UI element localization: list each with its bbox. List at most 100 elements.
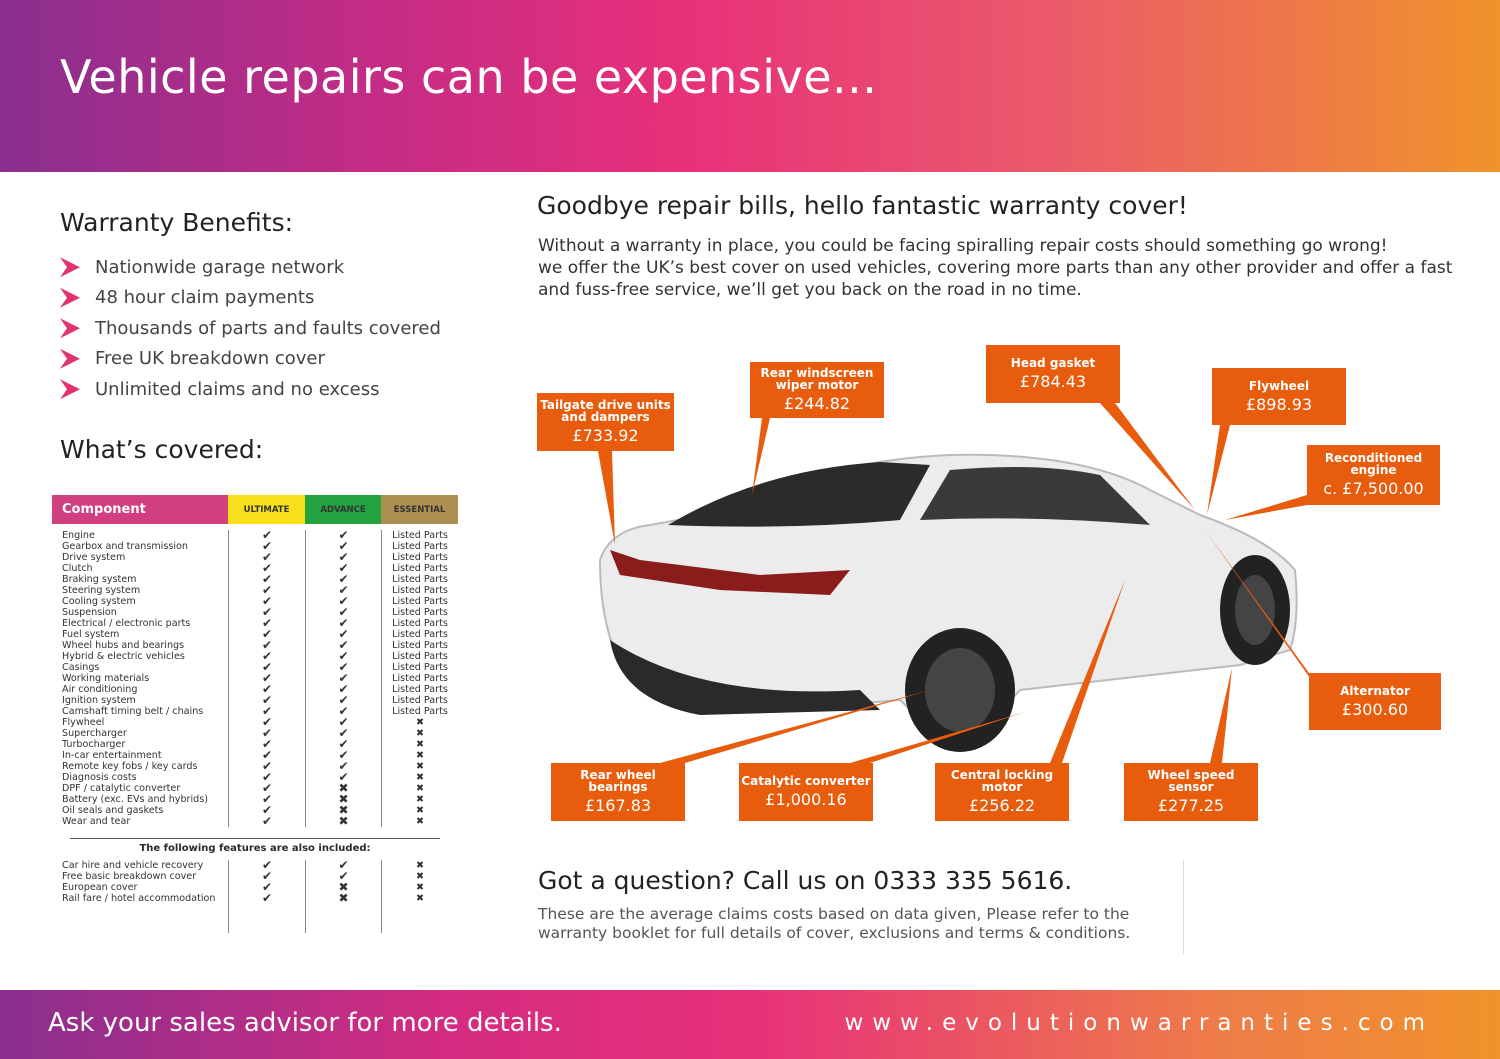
callout-price: £300.60 bbox=[1341, 699, 1409, 719]
table-cell: Listed Parts bbox=[392, 695, 448, 706]
table-cell: ✔ bbox=[338, 759, 349, 773]
table-cell: ✔ bbox=[338, 869, 349, 883]
callout-price: £898.93 bbox=[1245, 394, 1313, 414]
table-cell: Rail fare / hotel accommodation bbox=[62, 893, 216, 904]
cost-callout: Catalytic converter £1,000.16 bbox=[739, 763, 873, 821]
table-cell: ✔ bbox=[338, 748, 349, 762]
cost-callout: Tailgate drive units and dampers £733.92 bbox=[537, 393, 674, 451]
table-cell: ✔ bbox=[261, 528, 273, 542]
table-cell: Hybrid & electric vehicles bbox=[62, 651, 185, 662]
table-cell: Oil seals and gaskets bbox=[62, 805, 164, 816]
table-cell: Ignition system bbox=[62, 695, 136, 706]
callout-label: Central locking motor bbox=[950, 768, 1054, 794]
extras-title: The following features are also included… bbox=[70, 838, 440, 854]
covered-title: What’s covered: bbox=[60, 435, 264, 464]
footer-banner: Ask your sales advisor for more details.… bbox=[0, 990, 1500, 1059]
table-cell: European cover bbox=[62, 882, 138, 893]
table-cell: ✖ bbox=[338, 803, 349, 817]
table-cell: ✔ bbox=[261, 649, 273, 663]
table-cell: ✖ bbox=[338, 814, 349, 828]
table-cell: ✔ bbox=[261, 539, 273, 553]
callout-label: Rear windscreen wiper motor bbox=[760, 366, 874, 392]
table-cell: Steering system bbox=[62, 585, 141, 596]
column-header: ADVANCE bbox=[305, 495, 381, 524]
table-cell: Listed Parts bbox=[392, 618, 448, 629]
website-link[interactable]: www.evolutionwarranties.com bbox=[844, 1010, 1434, 1036]
cost-callout: Wheel speed sensor £277.25 bbox=[1124, 763, 1258, 821]
table-cell: ✔ bbox=[261, 880, 273, 894]
table-cell: ✖ bbox=[415, 728, 425, 739]
callout-price: £1,000.16 bbox=[765, 790, 847, 809]
table-cell: Turbocharger bbox=[62, 739, 126, 750]
table-cell: ✖ bbox=[415, 750, 425, 761]
table-cell: ✔ bbox=[338, 671, 349, 685]
benefits-list: Nationwide garage network 48 hour claim p… bbox=[60, 252, 441, 405]
benefit-item: Unlimited claims and no excess bbox=[60, 374, 441, 405]
benefit-item: Nationwide garage network bbox=[60, 252, 441, 283]
table-cell: ✖ bbox=[415, 882, 425, 893]
table-cell: ✔ bbox=[338, 858, 349, 872]
table-cell: Drive system bbox=[62, 552, 126, 563]
main-title: Goodbye repair bills, hello fantastic wa… bbox=[537, 191, 1188, 220]
table-cell: ✔ bbox=[261, 638, 273, 652]
table-cell: Engine bbox=[62, 530, 95, 541]
benefit-item: 48 hour claim payments bbox=[60, 283, 441, 314]
cost-callout: Flywheel £898.93 bbox=[1212, 368, 1346, 425]
column-header: Component bbox=[52, 495, 228, 524]
table-cell: Wheel hubs and bearings bbox=[62, 640, 185, 651]
table-header: Component ULTIMATE ADVANCE ESSENTIAL bbox=[52, 495, 458, 524]
benefit-item: Free UK breakdown cover bbox=[60, 344, 441, 375]
table-cell: Listed Parts bbox=[392, 651, 448, 662]
benefit-label: Nationwide garage network bbox=[95, 256, 345, 278]
table-cell: ✔ bbox=[261, 682, 273, 696]
table-cell: Listed Parts bbox=[392, 585, 448, 596]
table-cell: ✔ bbox=[261, 715, 273, 729]
callout-label: Wheel speed sensor bbox=[1147, 768, 1235, 794]
table-cell: ✔ bbox=[261, 704, 273, 718]
table-cell: Listed Parts bbox=[392, 596, 448, 607]
table-cell: Working materials bbox=[62, 673, 150, 684]
table-cell: Flywheel bbox=[62, 717, 105, 728]
table-cell: ✔ bbox=[261, 671, 273, 685]
table-cell: Listed Parts bbox=[392, 574, 448, 585]
table-cell: Fuel system bbox=[62, 629, 120, 640]
table-cell: ✔ bbox=[338, 693, 349, 707]
table-column: ✔ ✔ ✔ ✔ bbox=[228, 859, 305, 933]
table-cell: ✔ bbox=[261, 627, 273, 641]
callout-price: £256.22 bbox=[968, 796, 1036, 815]
table-cell: Listed Parts bbox=[392, 673, 448, 684]
table-cell: ✖ bbox=[338, 880, 349, 894]
callout-label: Head gasket bbox=[1010, 356, 1096, 370]
table-cell: ✔ bbox=[338, 561, 349, 575]
callout-price: £244.82 bbox=[783, 394, 851, 413]
table-column: Engine Gearbox and transmission Drive syst… bbox=[52, 530, 228, 827]
table-cell: ✔ bbox=[261, 561, 273, 575]
table-cell: Casings bbox=[62, 662, 100, 673]
table-cell: Supercharger bbox=[62, 728, 127, 739]
table-cell: ✔ bbox=[338, 660, 349, 674]
benefit-label: Thousands of parts and faults covered bbox=[95, 317, 441, 339]
table-cell: ✔ bbox=[261, 770, 273, 784]
table-cell: Wear and tear bbox=[62, 816, 131, 827]
callout-label: Alternator bbox=[1340, 683, 1410, 698]
table-cell: Car hire and vehicle recovery bbox=[62, 860, 204, 871]
table-cell: ✔ bbox=[261, 583, 273, 597]
table-cell: ✔ bbox=[338, 583, 349, 597]
table-cell: Listed Parts bbox=[392, 541, 448, 552]
table-cell: ✔ bbox=[261, 726, 273, 740]
table-cell: ✖ bbox=[415, 739, 425, 750]
table-column: ✔ ✔ ✔ ✔ ✔ ✔ ✔ ✔ ✔ ✔ ✔ ✔ ✔ ✔ ✔ ✔ ✔ ✔ ✔ ✔ ✔ ✔ ✔ ✔ ✔ ✔ ✔ bbox=[228, 528, 305, 827]
table-cell: Listed Parts bbox=[392, 629, 448, 640]
table-cell: ✖ bbox=[338, 891, 349, 905]
table-cell: ✔ bbox=[261, 759, 273, 773]
table-cell: Listed Parts bbox=[392, 563, 448, 574]
table-cell: Electrical / electronic parts bbox=[62, 618, 191, 629]
table-cell: In-car entertainment bbox=[62, 750, 162, 761]
table-cell: ✔ bbox=[338, 627, 349, 641]
column-header: ESSENTIAL bbox=[381, 495, 458, 524]
intro-text: Without a warranty in place, you could b… bbox=[538, 235, 1458, 301]
table-column: ✔ ✔ ✔ ✔ ✔ ✔ ✔ ✔ ✔ ✔ ✔ ✔ ✔ ✔ ✔ ✔ ✔ ✔ ✔ ✔ ✔ ✔ ✔ ✖ ✖ ✖ ✖ bbox=[305, 529, 381, 828]
question-text: These are the average claims costs based… bbox=[538, 905, 1131, 942]
table-cell: ✖ bbox=[415, 783, 425, 794]
